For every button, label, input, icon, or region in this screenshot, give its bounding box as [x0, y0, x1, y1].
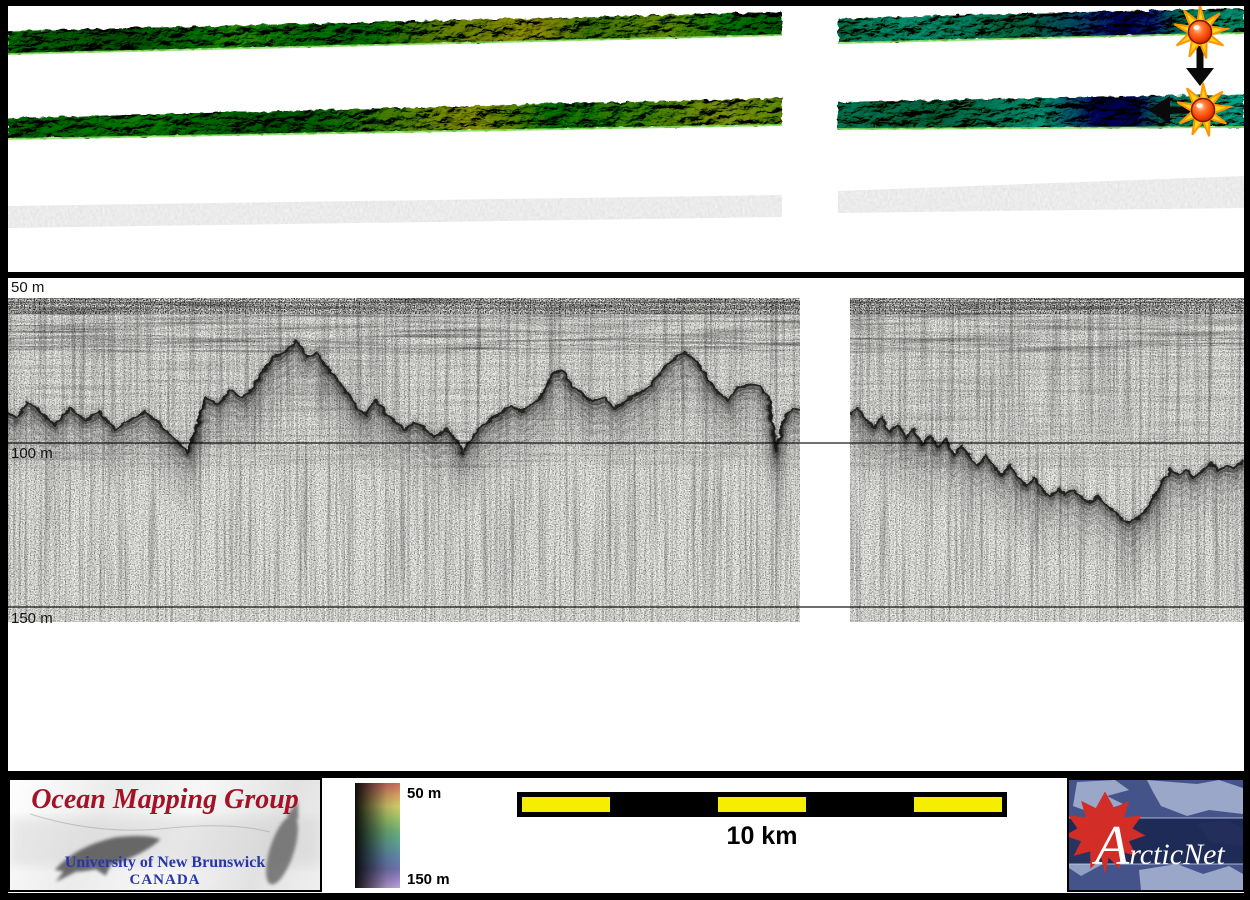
scale-bar-segment [522, 797, 610, 812]
seafloor-left-segment [8, 336, 802, 499]
swath-graphics [7, 4, 1245, 228]
depth-label-150m: 150 m [11, 610, 53, 627]
starburst-icon [1176, 82, 1234, 137]
depth-color-legend [355, 783, 400, 888]
towfish-icon [266, 800, 299, 885]
subbottom-profile-panel: 50 m 100 m 150 m [8, 278, 1244, 771]
ping-artifact-lines [342, 298, 1206, 622]
distance-scale-bar [517, 792, 1007, 817]
swath-panel [7, 4, 1245, 272]
backscatter-swath-right [838, 176, 1244, 213]
bathymetry-swath-1-right [838, 8, 1244, 43]
legend-label-150m: 150 m [407, 871, 450, 888]
arcticnet-logo: ArcticNet [1067, 778, 1245, 892]
omg-title: Ocean Mapping Group [31, 784, 299, 815]
echogram-graphics [8, 298, 1244, 622]
omg-country: CANADA [129, 872, 201, 888]
omg-logo-art [10, 800, 320, 885]
depth-label-100m: 100 m [11, 445, 53, 462]
scale-bar-label: 10 km [726, 822, 798, 850]
swath-edge-fringe [7, 32, 1245, 140]
bathymetry-swath-2-right [838, 94, 1244, 129]
scale-bar-segment [914, 797, 1002, 812]
down-arrow-icon [1186, 46, 1214, 86]
bathymetry-swath-2-left [8, 98, 782, 139]
arcticnet-logo-art: ArcticNet [1069, 780, 1243, 890]
towfish-icon [54, 835, 161, 883]
seafloor-trace-layer [8, 336, 1244, 568]
starburst-icon [1173, 4, 1231, 59]
ocean-mapping-group-logo: Ocean Mapping Group University of New Br… [8, 778, 322, 892]
maple-leaf-icon [1069, 791, 1146, 875]
left-arrow-icon [1148, 96, 1200, 124]
footer-panel: Ocean Mapping Group University of New Br… [8, 778, 1245, 893]
scale-bar-segment [718, 797, 806, 812]
arcticnet-wordmark: ArcticNet [1091, 815, 1225, 877]
legend-label-50m: 50 m [407, 785, 442, 802]
bathymetry-swath-1-left [8, 12, 782, 54]
seafloor-right-segment [845, 403, 1244, 568]
backscatter-swath-left [8, 195, 782, 228]
depth-label-50m: 50 m [11, 279, 45, 296]
omg-subtitle: University of New Brunswick [64, 854, 266, 871]
